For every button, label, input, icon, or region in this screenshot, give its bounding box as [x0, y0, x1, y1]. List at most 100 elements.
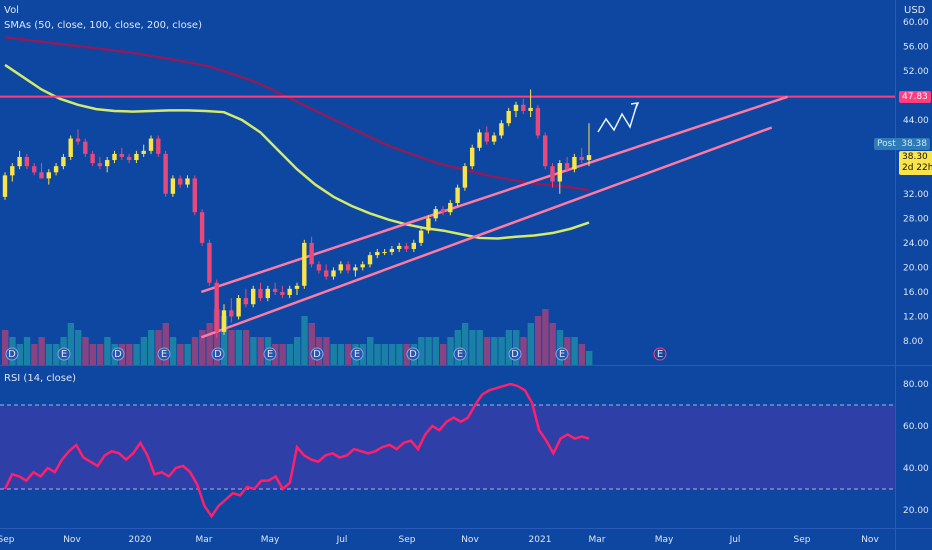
candle: [564, 156, 570, 173]
candle: [287, 285, 292, 299]
candle-body: [156, 138, 161, 154]
volume-bar: [330, 344, 337, 365]
candle: [192, 175, 197, 216]
candle: [90, 150, 95, 167]
candle-body: [68, 138, 73, 157]
candle: [39, 163, 44, 179]
candle: [382, 248, 387, 256]
candle: [433, 206, 438, 222]
candle-body: [404, 245, 409, 249]
volume-bar: [476, 330, 483, 365]
candle: [528, 89, 533, 118]
volume-bar: [447, 337, 454, 365]
candle-body: [484, 132, 489, 142]
candle: [105, 156, 110, 173]
time-tick-label: Nov: [861, 535, 879, 545]
volume-label: Vol: [4, 5, 19, 16]
candle-body: [287, 288, 292, 295]
candle-body: [491, 135, 497, 142]
candle-body: [229, 310, 234, 317]
candle-body: [345, 264, 351, 271]
candle: [97, 156, 103, 170]
event-marker-letter: D: [511, 349, 519, 360]
time-tick-label: Sep: [399, 535, 416, 545]
sma-legend[interactable]: SMAs (50, close, 100, close, 200, close): [4, 20, 202, 31]
time-tick-label: 2020: [129, 535, 152, 545]
price-tick-label: 24.00: [903, 239, 929, 249]
candle-body: [280, 291, 285, 295]
volume-bar: [257, 337, 264, 365]
candle-body: [397, 245, 402, 249]
candle: [440, 206, 446, 216]
candle: [543, 132, 548, 170]
time-tick-label: Nov: [461, 535, 479, 545]
candle: [148, 135, 154, 154]
candle-body: [572, 156, 577, 170]
volume-bar: [228, 330, 235, 365]
candle-body: [119, 153, 124, 157]
volume-bar: [491, 337, 498, 365]
volume-bar: [31, 344, 38, 365]
candle-body: [185, 178, 190, 185]
candle-body: [477, 132, 482, 148]
time-tick-label: Mar: [196, 535, 213, 545]
candle: [491, 132, 497, 145]
time-tick-label: Sep: [0, 535, 15, 545]
candle: [68, 135, 73, 161]
candle: [426, 215, 431, 234]
candle: [207, 239, 212, 286]
channel-lower-line: [200, 126, 773, 339]
candle-body: [375, 252, 380, 256]
event-marker-circle: [406, 347, 420, 361]
rsi-legend[interactable]: RSI (14, close): [4, 373, 77, 384]
event-marker: E: [555, 347, 569, 361]
candle-body: [360, 264, 365, 268]
candle: [586, 123, 592, 167]
candle: [404, 242, 409, 253]
candle-body: [39, 172, 44, 179]
volume-bar: [199, 330, 206, 365]
event-marker-circle: [350, 347, 364, 361]
volume-bar: [133, 344, 140, 365]
candle: [112, 150, 117, 164]
volume-bar: [534, 316, 542, 365]
volume-bar: [45, 344, 53, 365]
candle-body: [564, 163, 570, 170]
volume-bar: [432, 337, 440, 365]
volume-bar: [89, 344, 96, 365]
price-tick-label: 32.00: [903, 190, 929, 200]
event-marker-circle: [211, 347, 225, 361]
volume-bar: [162, 323, 169, 365]
bar-countdown: 2d 22h: [902, 163, 932, 173]
candle: [280, 285, 285, 299]
rsi-tick-label: 80.00: [903, 380, 929, 390]
volume-bar: [418, 337, 425, 365]
event-marker-letter: D: [313, 349, 321, 360]
time-tick-label: May: [261, 535, 280, 545]
price-tick-label: 56.00: [903, 43, 929, 53]
candle-body: [53, 166, 59, 173]
volume-bar: [586, 351, 593, 365]
volume-bar: [381, 344, 388, 365]
candle: [411, 239, 416, 253]
time-tick-label: Nov: [63, 535, 81, 545]
currency-label: USD: [904, 5, 926, 16]
event-marker-circle: [111, 347, 125, 361]
volume-bar: [469, 330, 476, 365]
candle-body: [148, 138, 154, 151]
event-marker-circle: [508, 347, 522, 361]
candle-body: [324, 270, 329, 277]
candle: [448, 199, 453, 216]
event-marker-letter: E: [267, 349, 273, 360]
candle: [134, 150, 139, 164]
candle: [199, 209, 205, 246]
candle: [119, 147, 124, 161]
time-tick-label: Jul: [729, 535, 741, 545]
candle: [484, 126, 489, 145]
candle-body: [338, 264, 343, 271]
volume-bar: [126, 344, 133, 365]
candle-body: [309, 242, 314, 265]
candle: [46, 169, 51, 185]
